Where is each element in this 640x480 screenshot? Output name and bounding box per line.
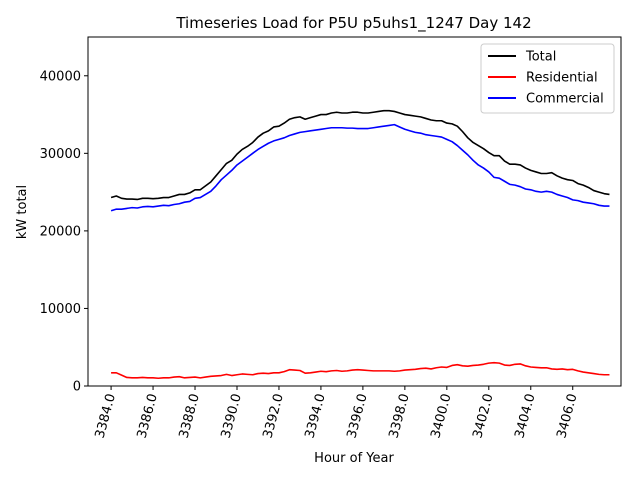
y-tick-label: 0	[73, 380, 81, 395]
legend: Total Residential Commercial	[480, 43, 615, 114]
legend-label-residential: Residential	[526, 71, 598, 86]
y-tick-label: 30000	[40, 147, 81, 162]
y-tick-label: 20000	[40, 224, 81, 239]
chart-title: Timeseries Load for P5U p5uhs1_1247 Day …	[175, 14, 531, 33]
legend-label-total: Total	[525, 50, 556, 65]
y-axis: 0 10000 20000 30000 40000	[40, 69, 88, 395]
legend-label-commercial: Commercial	[526, 92, 604, 107]
series-line-residential	[111, 361, 610, 380]
x-axis-label: Hour of Year	[314, 451, 394, 466]
series-line-total	[110, 109, 610, 201]
y-tick-label: 40000	[40, 69, 81, 84]
plot-frame	[87, 36, 622, 387]
y-tick-label: 10000	[40, 302, 81, 317]
series-layer	[110, 109, 610, 380]
legend-box	[480, 43, 615, 114]
series-line-commercial	[110, 123, 610, 212]
y-axis-label: kW total	[15, 185, 30, 239]
